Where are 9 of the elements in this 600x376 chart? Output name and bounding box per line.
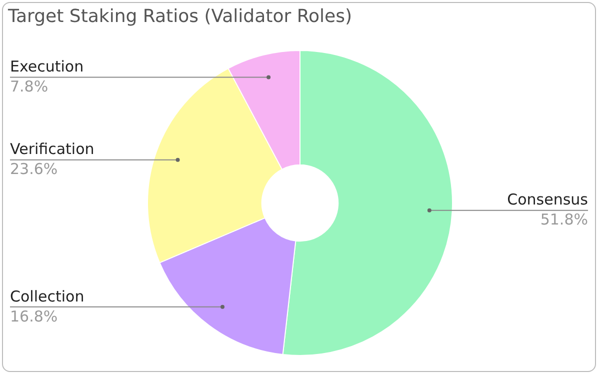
data-label: 7.8% [10, 78, 48, 96]
data-label: 16.8% [10, 307, 58, 326]
slice-label: Verification [10, 140, 94, 158]
slice-label: Execution [10, 58, 84, 76]
data-label: 23.6% [10, 160, 58, 178]
chart-title: Target Staking Ratios (Validator Roles) [8, 6, 352, 27]
slice-label: Consensus [507, 190, 588, 209]
slice-label: Collection [10, 287, 84, 306]
data-label: 51.8% [540, 210, 588, 229]
